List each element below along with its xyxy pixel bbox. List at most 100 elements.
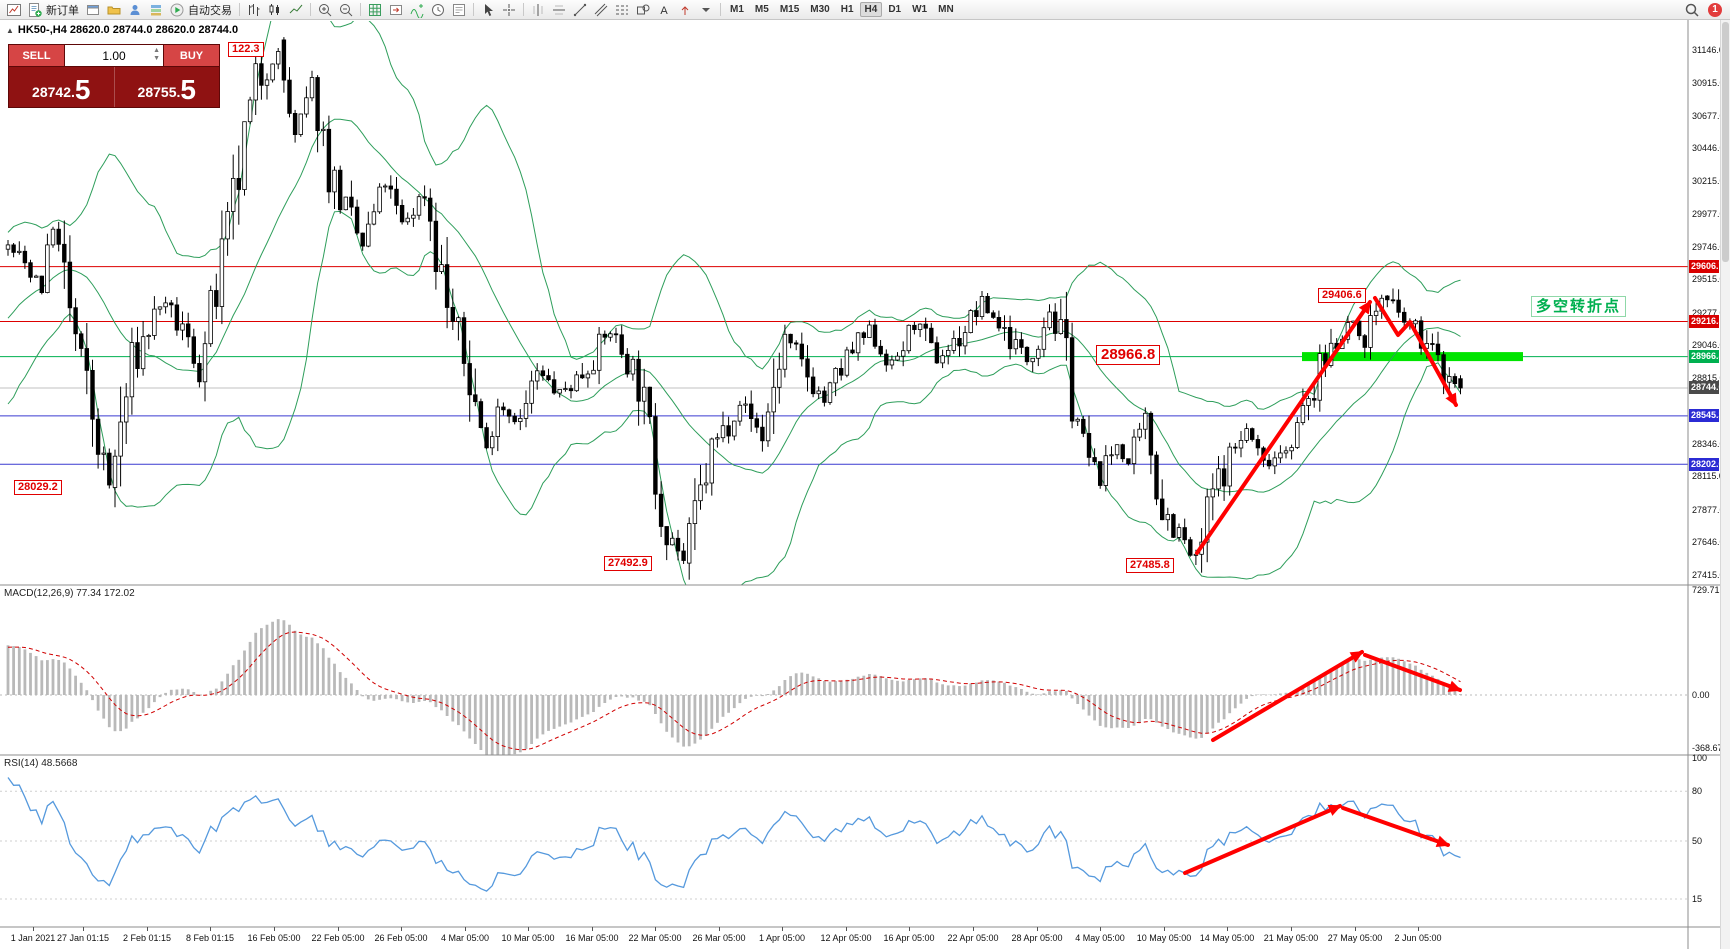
time-tick-label: 26 Mar 05:00 <box>692 933 746 943</box>
indicators-icon[interactable] <box>407 1 427 19</box>
cursor-tool-icon[interactable] <box>478 1 498 19</box>
time-tick <box>33 927 34 931</box>
auto-scroll-icon[interactable] <box>365 1 385 19</box>
auto-trading-button-label[interactable]: 自动交易 <box>188 4 232 17</box>
price-tick: 27646.0 <box>1692 537 1725 548</box>
symbol-info: ▲ HK50-,H4 28620.0 28744.0 28620.0 28744… <box>6 24 238 36</box>
pivot-price-annotation[interactable]: 28966.8 <box>1096 345 1161 365</box>
timeframe-m30-button[interactable]: M30 <box>810 4 830 15</box>
lot-increase-button[interactable]: ▲ <box>153 47 160 54</box>
time-tick-label: 14 May 05:00 <box>1199 933 1255 943</box>
time-tick <box>465 927 466 931</box>
macd-axis-tick: 0.00 <box>1692 690 1710 700</box>
data-window-icon[interactable] <box>146 1 166 19</box>
timeframe-m5-button[interactable]: M5 <box>754 4 769 15</box>
lot-decrease-button[interactable]: ▼ <box>153 55 160 62</box>
price-marker: 28744.0 <box>1689 381 1724 395</box>
bar-chart-mode-icon[interactable] <box>244 1 264 19</box>
macd-indicator-label: MACD(12,26,9) 77.34 172.02 <box>4 588 135 599</box>
price-axis: 31146.0 30915.0 30677.0 30446.0 30215.0 29977… <box>1688 20 1725 949</box>
time-tick-label: 21 May 05:00 <box>1263 933 1319 943</box>
new-chart-icon[interactable] <box>4 1 24 19</box>
time-tick <box>655 927 656 931</box>
profiles-icon[interactable] <box>104 1 124 19</box>
new-order-button-label[interactable]: 新订单 <box>46 4 79 17</box>
price-tick: 29746.0 <box>1692 241 1725 252</box>
timeframe-w1-button[interactable]: W1 <box>912 4 928 15</box>
notification-badge[interactable]: 1 <box>1708 2 1722 17</box>
horizontal-line-tool-icon[interactable] <box>549 1 569 19</box>
sell-price[interactable]: 28742. 5 <box>9 67 115 107</box>
price-tick: 28346.0 <box>1692 438 1725 449</box>
price-tick: 30215.0 <box>1692 175 1725 186</box>
price-tick: 27415.0 <box>1692 569 1725 580</box>
time-tick <box>401 927 402 931</box>
auto-trading-icon[interactable] <box>167 1 187 19</box>
candlestick-mode-icon[interactable] <box>265 1 285 19</box>
trendline-tool-icon[interactable] <box>570 1 590 19</box>
rsi-axis-tick: 80 <box>1692 786 1703 797</box>
panel-collapse-icon[interactable]: ▲ <box>6 25 14 35</box>
macd-axis-tick: -368.67 <box>1692 743 1723 754</box>
timeframe-m1-button[interactable]: M1 <box>730 4 744 15</box>
fibonacci-tool-icon[interactable] <box>612 1 632 19</box>
time-tick <box>528 927 529 931</box>
buy-price[interactable]: 28755. 5 <box>115 67 220 107</box>
macd-axis-tick: 729.71 <box>1692 584 1720 595</box>
search-icon[interactable] <box>1682 1 1702 19</box>
crosshair-tool-icon[interactable] <box>499 1 519 19</box>
toolbar-separator <box>523 3 524 16</box>
time-tick <box>719 927 720 931</box>
arrows-tool-icon[interactable] <box>675 1 695 19</box>
price-annotation-label[interactable]: 28029.2 <box>14 480 62 495</box>
zoom-out-icon[interactable] <box>336 1 356 19</box>
buy-price-main: 28755. <box>137 84 181 100</box>
timeframe-d1-button[interactable]: D1 <box>888 4 902 15</box>
more-tools-icon[interactable] <box>696 1 716 19</box>
time-tick <box>147 927 148 931</box>
timeframe-h4-button[interactable]: H4 <box>859 2 883 17</box>
price-tick: 30915.0 <box>1692 77 1725 88</box>
time-tick <box>210 927 211 931</box>
time-tick-label: 22 Mar 05:00 <box>628 933 682 943</box>
time-tick-label: 10 Mar 05:00 <box>501 933 555 943</box>
lot-size-value[interactable]: 1.00 <box>102 48 126 63</box>
vertical-line-tool-icon[interactable] <box>528 1 548 19</box>
price-tick: 29515.0 <box>1692 274 1725 285</box>
time-tick <box>909 927 910 931</box>
timeframe-mn-button[interactable]: MN <box>938 4 954 15</box>
price-annotation-label[interactable]: 122.3 <box>228 42 264 57</box>
line-chart-mode-icon[interactable] <box>286 1 306 19</box>
new-order-icon[interactable] <box>25 1 45 19</box>
periods-icon[interactable] <box>428 1 448 19</box>
price-tick: 29277.0 <box>1692 307 1725 318</box>
rsi-axis-tick: 100 <box>1692 753 1708 763</box>
chart-shift-icon[interactable] <box>386 1 406 19</box>
time-tick-label: 12 Apr 05:00 <box>820 933 872 943</box>
shapes-tool-icon[interactable] <box>633 1 653 19</box>
time-tick <box>1355 927 1356 931</box>
time-tick <box>1164 927 1165 931</box>
scrollbar-thumb[interactable] <box>1722 22 1729 262</box>
price-annotation-label[interactable]: 27492.9 <box>604 556 652 571</box>
turning-point-note[interactable]: 多空转折点 <box>1531 296 1627 317</box>
timeframe-m15-button[interactable]: M15 <box>779 4 800 15</box>
lot-size-input[interactable]: 1.00 ▲ ▼ <box>64 45 164 66</box>
vertical-scrollbar[interactable] <box>1720 20 1730 949</box>
price-annotation-label[interactable]: 29406.6 <box>1318 288 1366 303</box>
buy-button[interactable]: BUY <box>164 45 219 66</box>
price-tick: 28815.0 <box>1692 372 1725 383</box>
sell-button[interactable]: SELL <box>9 45 64 66</box>
templates-icon[interactable] <box>449 1 469 19</box>
price-annotation-label[interactable]: 27485.8 <box>1126 558 1174 573</box>
market-watch-icon[interactable] <box>125 1 145 19</box>
time-tick-label: 1 Apr 05:00 <box>758 933 806 943</box>
timeframe-h1-button[interactable]: H1 <box>840 4 854 15</box>
zoom-in-icon[interactable] <box>315 1 335 19</box>
text-tool-icon[interactable]: A <box>654 1 674 19</box>
channel-tool-icon[interactable] <box>591 1 611 19</box>
chart-window-icon[interactable] <box>83 1 103 19</box>
time-tick-label: 27 May 05:00 <box>1327 933 1383 943</box>
